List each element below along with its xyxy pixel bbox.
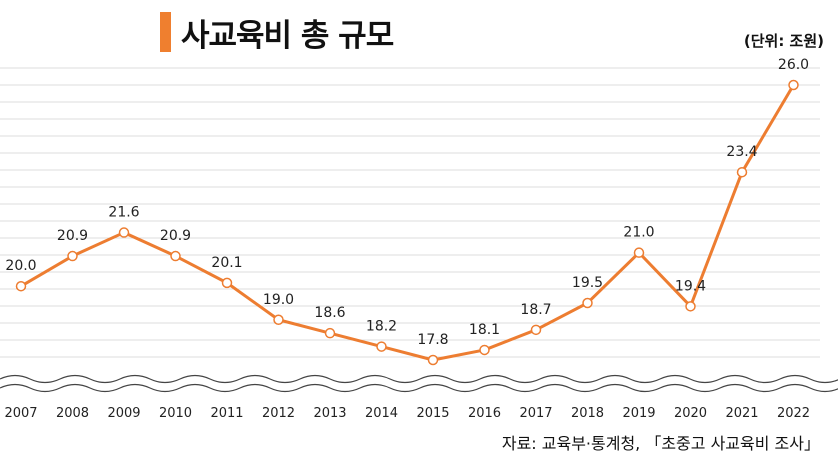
x-tick-label: 2014 <box>365 406 398 421</box>
data-point <box>479 344 490 356</box>
data-label: 21.6 <box>108 205 139 221</box>
x-tick-label: 2012 <box>262 406 295 421</box>
chart-title-block: 사교육비 총 규모 <box>160 10 394 54</box>
data-point <box>15 280 27 292</box>
x-tick-label: 2021 <box>725 406 758 421</box>
x-tick-label: 2022 <box>777 406 810 421</box>
x-tick-label: 2017 <box>519 406 552 421</box>
data-label: 20.9 <box>160 228 191 244</box>
data-label: 23.4 <box>726 144 757 160</box>
source-note: 자료: 교육부·통계청, 「초중고 사교육비 조사」 <box>501 434 820 453</box>
x-tick-label: 2013 <box>313 406 346 421</box>
data-label: 18.2 <box>366 319 397 335</box>
x-tick-label: 2020 <box>674 406 707 421</box>
data-point <box>221 277 233 289</box>
x-tick-label: 2007 <box>4 406 37 421</box>
data-point <box>685 301 696 312</box>
data-label: 18.1 <box>469 322 500 338</box>
data-point <box>376 341 387 352</box>
data-point <box>170 250 181 262</box>
axis-break-wave <box>0 374 838 384</box>
data-point <box>788 79 799 91</box>
x-tick-label: 2010 <box>159 406 192 421</box>
axis-break-wave <box>0 383 838 393</box>
data-label: 18.7 <box>520 302 551 318</box>
data-point <box>324 327 336 339</box>
x-tick-label: 2011 <box>210 406 243 421</box>
data-point <box>427 354 439 366</box>
chart-title: 사교육비 총 규모 <box>181 17 394 54</box>
data-point <box>273 314 284 326</box>
data-point <box>633 247 645 258</box>
data-label: 19.5 <box>572 275 603 291</box>
x-tick-label: 2019 <box>622 406 655 421</box>
data-point <box>736 166 748 178</box>
data-point <box>582 297 593 309</box>
data-label: 18.6 <box>314 305 345 321</box>
data-point <box>118 227 130 238</box>
data-point <box>530 324 542 336</box>
data-label: 19.4 <box>675 278 706 294</box>
data-label: 20.9 <box>57 228 88 244</box>
x-tick-label: 2015 <box>416 406 449 421</box>
data-label: 21.0 <box>623 225 654 241</box>
data-label: 26.0 <box>778 57 809 73</box>
data-label: 19.0 <box>263 292 294 308</box>
x-tick-label: 2016 <box>468 406 501 421</box>
x-tick-label: 2018 <box>571 406 604 421</box>
data-label: 17.8 <box>417 332 448 348</box>
x-tick-label: 2008 <box>56 406 89 421</box>
data-label: 20.1 <box>211 255 242 271</box>
data-label: 20.0 <box>5 258 36 274</box>
title-accent-bar <box>160 12 171 52</box>
unit-label: (단위: 조원) <box>743 32 824 50</box>
data-point <box>67 250 78 262</box>
series-line <box>20 84 795 362</box>
x-tick-label: 2009 <box>107 406 140 421</box>
